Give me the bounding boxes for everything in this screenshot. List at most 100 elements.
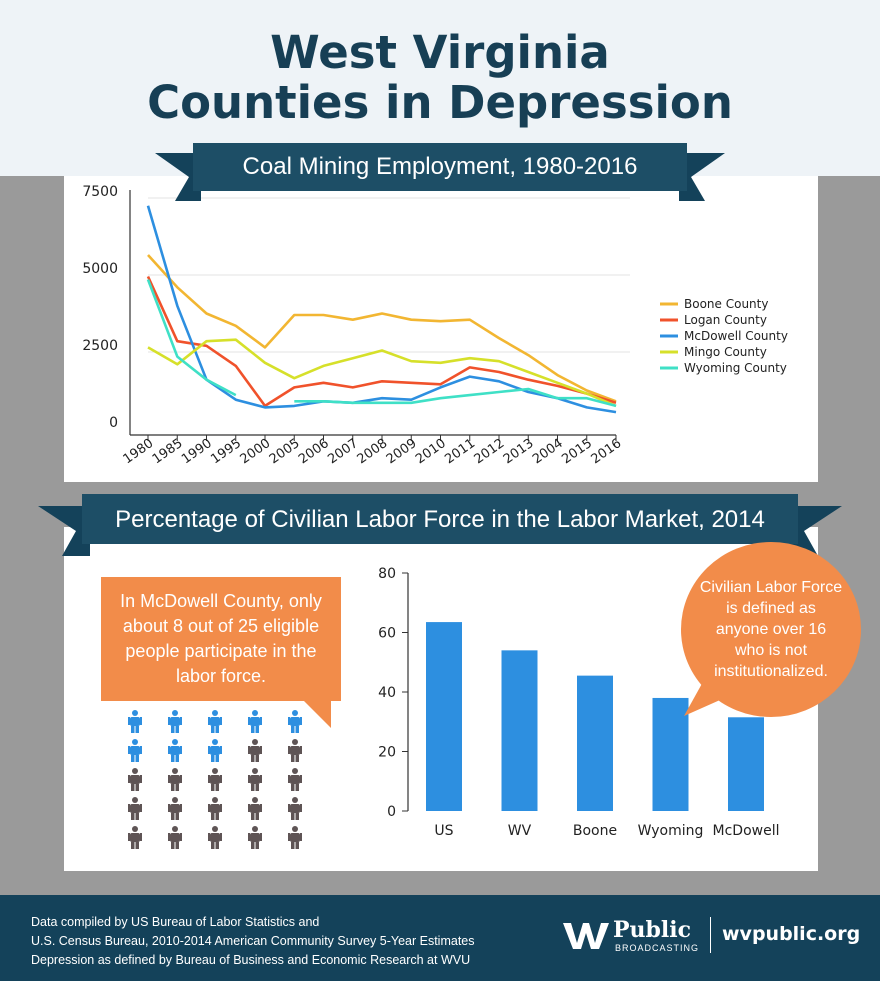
person-leg <box>135 726 139 733</box>
person-arm <box>128 746 130 754</box>
series-line-boone-county <box>147 254 617 403</box>
person-head <box>132 797 138 803</box>
title-line-2: Counties in Depression <box>147 76 733 129</box>
x-tick-label: 2012 <box>472 436 508 467</box>
website-link[interactable]: wvpublic.org <box>722 923 861 945</box>
person-icon <box>128 797 142 820</box>
banner-ribbon <box>38 494 842 556</box>
person-arm <box>140 775 142 783</box>
person-arm <box>260 833 262 841</box>
person-leg <box>255 813 259 820</box>
person-arm <box>180 775 182 783</box>
person-icon <box>208 710 222 733</box>
person-body <box>250 833 260 842</box>
person-leg <box>215 813 219 820</box>
person-icon <box>208 739 222 762</box>
person-arm <box>300 717 302 725</box>
person-leg <box>171 784 175 791</box>
person-leg <box>131 726 135 733</box>
person-arm <box>288 746 290 754</box>
brand-divider <box>710 917 711 953</box>
line-chart: 0250050007500198019851990199520002005200… <box>82 184 788 467</box>
person-body <box>210 746 220 755</box>
person-body <box>130 804 140 813</box>
person-arm <box>168 717 170 725</box>
person-leg <box>211 755 215 762</box>
x-tick-label: McDowell <box>713 823 780 839</box>
person-leg <box>291 726 295 733</box>
person-icon <box>168 739 182 762</box>
bar-chart-title-banner: Percentage of Civilian Labor Force in th… <box>38 494 842 556</box>
person-arm <box>128 717 130 725</box>
person-leg <box>175 784 179 791</box>
person-icon <box>248 710 262 733</box>
person-arm <box>180 717 182 725</box>
legend-label: Boone County <box>684 297 768 311</box>
legend-label: McDowell County <box>684 329 788 343</box>
person-arm <box>128 804 130 812</box>
x-tick-label: 1980 <box>121 436 157 467</box>
person-leg <box>215 842 219 849</box>
x-tick-label: 2004 <box>530 436 566 467</box>
person-arm <box>288 804 290 812</box>
person-arm <box>248 746 250 754</box>
person-head <box>212 710 218 716</box>
legend-label: Mingo County <box>684 345 767 359</box>
y-tick-label: 0 <box>109 415 118 431</box>
person-leg <box>171 755 175 762</box>
person-icon <box>208 768 222 791</box>
callout-tail <box>303 700 331 728</box>
person-icon <box>128 826 142 849</box>
person-body <box>210 833 220 842</box>
person-leg <box>295 755 299 762</box>
person-body <box>170 775 180 784</box>
person-body <box>130 775 140 784</box>
line-chart-title: Coal Mining Employment, 1980-2016 <box>242 153 638 180</box>
person-arm <box>180 804 182 812</box>
person-leg <box>171 842 175 849</box>
x-tick-label: 1985 <box>150 436 186 467</box>
person-leg <box>211 784 215 791</box>
footer-notes: Data compiled by US Bureau of Labor Stat… <box>31 913 475 970</box>
person-arm <box>168 833 170 841</box>
person-leg <box>255 755 259 762</box>
footer: Data compiled by US Bureau of Labor Stat… <box>0 895 880 981</box>
person-leg <box>131 842 135 849</box>
x-tick-label: 2016 <box>589 436 625 467</box>
person-arm <box>208 833 210 841</box>
person-head <box>252 768 258 774</box>
person-leg <box>255 784 259 791</box>
person-head <box>132 710 138 716</box>
person-body <box>250 746 260 755</box>
person-arm <box>300 746 302 754</box>
person-arm <box>248 717 250 725</box>
person-leg <box>255 842 259 849</box>
x-tick-label: 2015 <box>559 436 595 467</box>
wv-logo-icon <box>563 923 609 949</box>
person-leg <box>131 755 135 762</box>
y-tick-label: 0 <box>387 804 396 820</box>
person-arm <box>300 833 302 841</box>
person-body <box>290 775 300 784</box>
person-body <box>170 804 180 813</box>
person-leg <box>175 813 179 820</box>
person-arm <box>220 746 222 754</box>
person-head <box>132 739 138 745</box>
y-tick-label: 60 <box>378 626 396 642</box>
person-body <box>130 717 140 726</box>
x-tick-label: 2009 <box>384 436 420 467</box>
series-line-logan-county <box>146 275 617 408</box>
person-leg <box>135 842 139 849</box>
person-head <box>172 768 178 774</box>
brand-name: Public <box>613 917 692 943</box>
x-tick-label: US <box>434 823 453 839</box>
person-icon <box>168 797 182 820</box>
person-icon <box>288 710 302 733</box>
person-arm <box>260 746 262 754</box>
person-body <box>130 833 140 842</box>
person-icon <box>168 710 182 733</box>
person-leg <box>295 842 299 849</box>
person-arm <box>208 746 210 754</box>
mcdowell-callout: In McDowell County, only about 8 out of … <box>101 577 341 701</box>
person-leg <box>131 813 135 820</box>
